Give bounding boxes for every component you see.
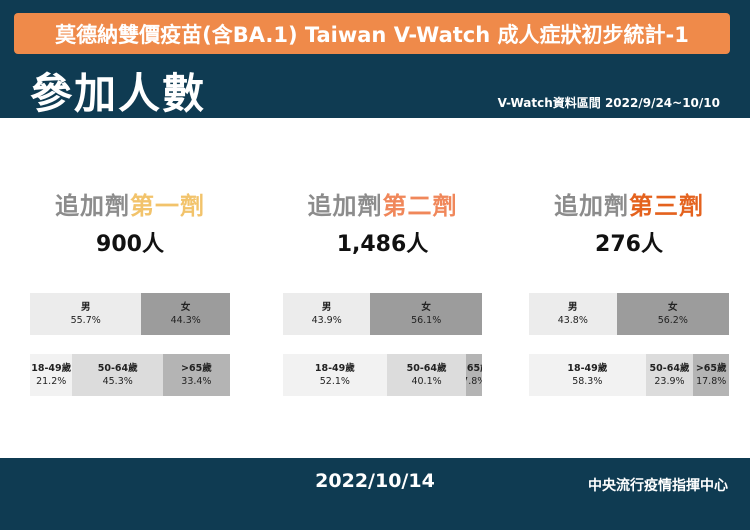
gender-bar: 男 55.7% 女 44.3% xyxy=(30,293,230,335)
gender-segment-value: 43.8% xyxy=(557,315,588,326)
gender-segment: 男 43.8% xyxy=(529,293,617,335)
age-segment-label: >65歲 xyxy=(695,363,727,374)
age-segment-value: 23.9% xyxy=(654,376,685,387)
gender-segment-label: 男 xyxy=(568,302,578,313)
gender-segment-value: 56.1% xyxy=(411,315,442,326)
participant-count: 276人 xyxy=(595,232,663,257)
age-segment-value: 17.8% xyxy=(696,376,727,387)
gender-segment-value: 44.3% xyxy=(170,315,201,326)
age-segment: 18-49歲 21.2% xyxy=(30,354,73,396)
gender-segment: 女 44.3% xyxy=(141,293,230,335)
gender-segment: 男 55.7% xyxy=(30,293,142,335)
gender-bar: 男 43.8% 女 56.2% xyxy=(529,293,729,335)
banner-title: 莫德納雙價疫苗(含BA.1) Taiwan V-Watch 成人症狀初步統計-1 xyxy=(14,13,730,54)
page-title: 參加人數 xyxy=(30,69,207,118)
age-segment-value: 33.4% xyxy=(181,376,212,387)
gender-segment-value: 43.9% xyxy=(311,315,342,326)
age-segment-label: 18-49歲 xyxy=(31,363,72,374)
gender-segment: 女 56.1% xyxy=(370,293,482,335)
gender-segment-value: 56.2% xyxy=(657,315,688,326)
age-segment-value: 45.3% xyxy=(102,376,133,387)
gender-segment-label: 男 xyxy=(321,302,332,313)
age-segment-label: >65歲 xyxy=(466,363,482,374)
dose-number: 第二劑 xyxy=(382,192,458,220)
gender-bar: 男 43.9% 女 56.1% xyxy=(283,293,482,335)
participant-count: 1,486人 xyxy=(336,232,429,257)
age-segment: >65歲 17.8% xyxy=(693,354,729,396)
dose-title: 追加劑第三劑 xyxy=(529,186,729,221)
gender-segment: 女 56.2% xyxy=(616,293,729,335)
age-segment-label: 18-49歲 xyxy=(567,363,608,374)
dose-prefix: 追加劑 xyxy=(554,192,629,220)
footer-band xyxy=(0,458,750,530)
gender-segment-label: 女 xyxy=(668,302,678,313)
age-bar: 18-49歲 58.3% 50-64歲 23.9% >65歲 17.8% xyxy=(529,354,729,396)
age-bar: 18-49歲 21.2% 50-64歲 45.3% >65歲 33.4% xyxy=(30,354,230,396)
participant-count: 900人 xyxy=(96,232,164,257)
dose-title: 追加劑第二劑 xyxy=(283,186,482,221)
gender-segment-label: 女 xyxy=(421,302,431,313)
age-segment-value: 7.8% xyxy=(466,376,482,387)
age-segment-value: 58.3% xyxy=(572,376,603,387)
age-segment-value: 52.1% xyxy=(319,376,350,387)
age-segment: >65歲 7.8% xyxy=(466,354,482,396)
age-bar: 18-49歲 52.1% 50-64歲 40.1% >65歲 7.8% xyxy=(283,354,482,396)
age-segment: 50-64歲 45.3% xyxy=(72,354,163,396)
age-segment-value: 21.2% xyxy=(36,376,67,387)
dose-number: 第一劑 xyxy=(130,192,205,220)
age-segment-label: 50-64歲 xyxy=(97,363,138,374)
dose-prefix: 追加劑 xyxy=(55,192,130,220)
dose-title: 追加劑第一劑 xyxy=(30,186,230,221)
data-date-range: V-Watch資料區間 2022/9/24~10/10 xyxy=(497,96,720,110)
age-segment-value: 40.1% xyxy=(411,376,442,387)
gender-segment-value: 55.7% xyxy=(70,315,101,326)
gender-segment-label: 女 xyxy=(180,302,191,313)
gender-segment: 男 43.9% xyxy=(283,293,371,335)
gender-segment-label: 男 xyxy=(80,302,91,313)
dose-prefix: 追加劑 xyxy=(307,192,383,220)
age-segment-label: 50-64歲 xyxy=(406,363,447,374)
age-segment: 18-49歲 58.3% xyxy=(529,354,646,396)
age-segment: 50-64歲 40.1% xyxy=(386,354,467,396)
age-segment-label: 18-49歲 xyxy=(314,363,355,374)
footer-date: 2022/10/14 xyxy=(315,470,435,492)
footer-organization: 中央流行疫情指揮中心 xyxy=(588,478,728,494)
age-segment-label: 50-64歲 xyxy=(649,363,690,374)
age-segment-label: >65歲 xyxy=(181,363,212,374)
header-band: 莫德納雙價疫苗(含BA.1) Taiwan V-Watch 成人症狀初步統計-1… xyxy=(0,0,750,118)
dose-number: 第三劑 xyxy=(629,192,704,220)
age-segment: 18-49歲 52.1% xyxy=(283,354,387,396)
age-segment: >65歲 33.4% xyxy=(162,354,230,396)
age-segment: 50-64歲 23.9% xyxy=(645,354,694,396)
